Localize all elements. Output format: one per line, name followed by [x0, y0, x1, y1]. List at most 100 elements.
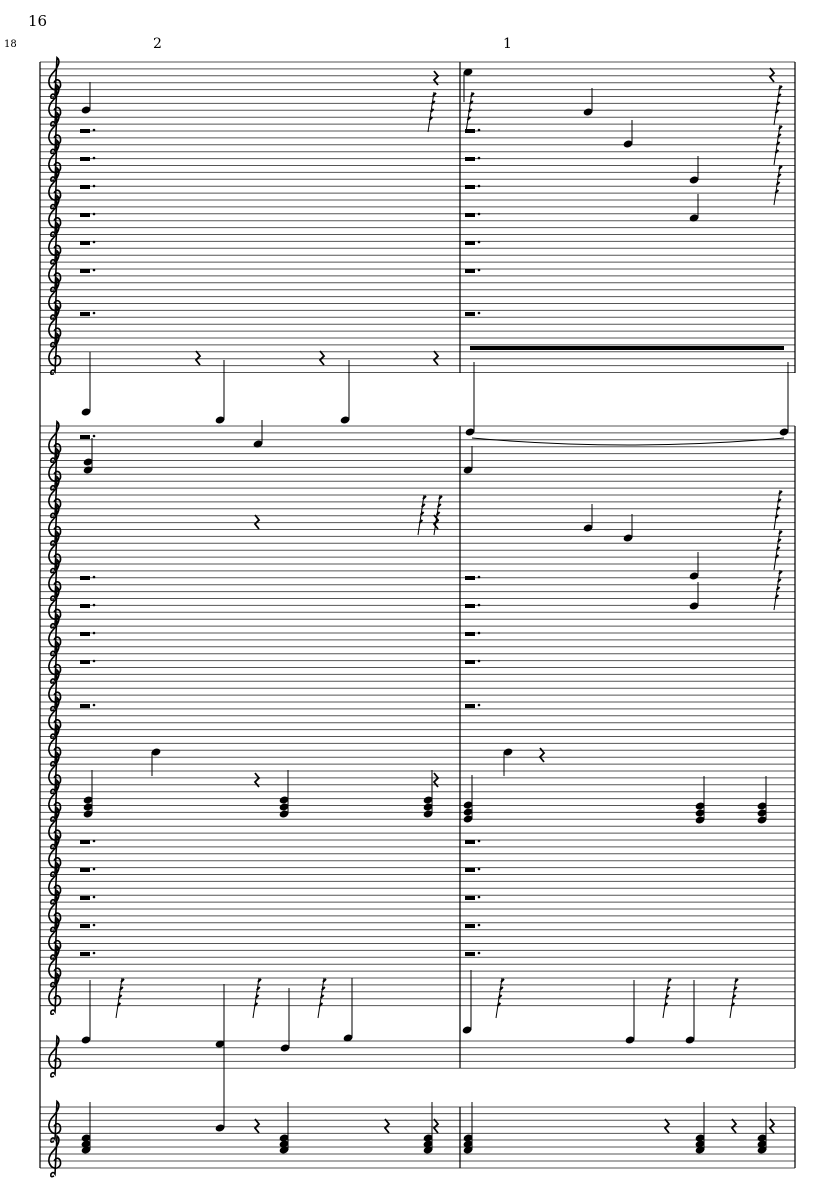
dot: [477, 895, 481, 899]
dotted-half-rest-icon: [465, 241, 475, 245]
flag: [666, 986, 671, 991]
note-head: [279, 803, 289, 811]
flag: [470, 92, 475, 97]
note-head: [463, 1134, 473, 1142]
flag: [497, 994, 503, 999]
treble-clef-icon: [48, 889, 62, 933]
dotted-half-rest-icon: [80, 213, 90, 217]
treble-clef-icon: [48, 778, 62, 822]
note-head: [423, 1134, 433, 1142]
note-head: [623, 534, 633, 542]
treble-clef-icon: [48, 971, 62, 1016]
dot: [477, 311, 481, 315]
flag: [429, 108, 435, 113]
note-head: [463, 801, 473, 809]
dot: [477, 212, 481, 216]
quarter-rest-icon: [432, 772, 440, 788]
flag: [421, 503, 426, 508]
flag: [774, 594, 780, 599]
flag: [419, 511, 425, 516]
measure-label-2: 1: [503, 36, 512, 52]
note-head: [463, 808, 473, 816]
flag: [777, 538, 782, 543]
flag: [774, 554, 780, 559]
dot: [477, 703, 481, 707]
flag: [774, 109, 780, 114]
treble-clef-icon: [48, 304, 62, 348]
dot: [92, 923, 96, 927]
dotted-half-rest-icon: [465, 312, 475, 316]
dot: [477, 923, 481, 927]
note-head: [695, 802, 705, 810]
note-head: [503, 748, 513, 756]
treble-clef-icon: [48, 111, 62, 155]
flag: [437, 503, 442, 508]
dot: [92, 603, 96, 607]
treble-clef-icon: [48, 193, 62, 238]
dot: [477, 184, 481, 188]
note-head: [695, 1146, 705, 1154]
flag: [428, 116, 434, 121]
dot: [477, 951, 481, 955]
treble-clef-icon: [48, 861, 62, 905]
dotted-half-rest-icon: [465, 604, 475, 608]
treble-clef-icon: [48, 138, 62, 182]
treble-clef-icon: [48, 557, 62, 602]
note-head: [81, 1140, 91, 1148]
note-head: [83, 796, 93, 804]
flag: [775, 586, 781, 591]
note-head: [280, 1044, 290, 1052]
dot: [92, 128, 96, 132]
quarter-rest-icon: [253, 1118, 261, 1134]
flag: [496, 1002, 502, 1007]
flag: [499, 986, 504, 991]
note-head: [253, 440, 263, 448]
note-head: [695, 1140, 705, 1148]
flag: [432, 92, 437, 97]
flag: [438, 495, 443, 500]
dotted-half-rest-icon: [80, 952, 90, 956]
page-number: 16: [28, 12, 48, 30]
flag: [321, 986, 326, 991]
note-head: [583, 108, 593, 116]
dotted-half-rest-icon: [80, 576, 90, 580]
note-head: [689, 176, 699, 184]
treble-clef-icon: [48, 276, 62, 320]
note-head: [757, 816, 767, 824]
note-head: [215, 416, 225, 424]
flag: [256, 986, 261, 991]
treble-clef-icon: [48, 83, 62, 127]
flag: [257, 978, 262, 983]
note-head: [279, 796, 289, 804]
note-head: [757, 802, 767, 810]
dotted-half-rest-icon: [465, 896, 475, 900]
flag: [664, 994, 670, 999]
note-head: [463, 68, 473, 76]
note-head: [685, 1036, 695, 1044]
quarter-rest-icon: [730, 1118, 738, 1134]
note-head: [81, 1146, 91, 1154]
dot: [92, 268, 96, 272]
note-head: [340, 416, 350, 424]
dotted-half-rest-icon: [80, 632, 90, 636]
flag: [467, 108, 473, 113]
quarter-rest-icon: [432, 1118, 440, 1134]
dotted-half-rest-icon: [80, 269, 90, 273]
flag: [775, 141, 781, 146]
dotted-half-rest-icon: [80, 185, 90, 189]
treble-clef-icon: [48, 55, 62, 100]
note-head: [689, 602, 699, 610]
flag: [777, 173, 782, 178]
dot: [92, 895, 96, 899]
dot: [92, 240, 96, 244]
note-head: [779, 428, 789, 436]
quarter-rest-icon: [383, 1118, 391, 1134]
dot: [92, 184, 96, 188]
quarter-rest-icon: [253, 772, 261, 788]
note-head: [423, 1140, 433, 1148]
dot: [92, 659, 96, 663]
dot: [92, 951, 96, 955]
flag: [322, 978, 327, 983]
note-head: [83, 803, 93, 811]
tie: [471, 437, 785, 446]
